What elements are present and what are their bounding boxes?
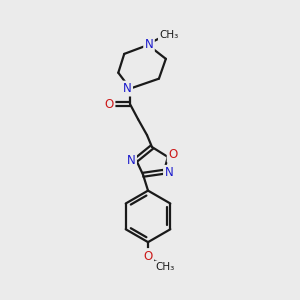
Text: O: O <box>143 250 153 262</box>
Text: N: N <box>164 166 173 179</box>
Text: N: N <box>145 38 153 52</box>
Text: CH₃: CH₃ <box>155 262 175 272</box>
Text: O: O <box>168 148 177 161</box>
Text: N: N <box>127 154 136 167</box>
Text: O: O <box>105 98 114 111</box>
Text: CH₃: CH₃ <box>159 30 178 40</box>
Text: N: N <box>123 82 132 95</box>
